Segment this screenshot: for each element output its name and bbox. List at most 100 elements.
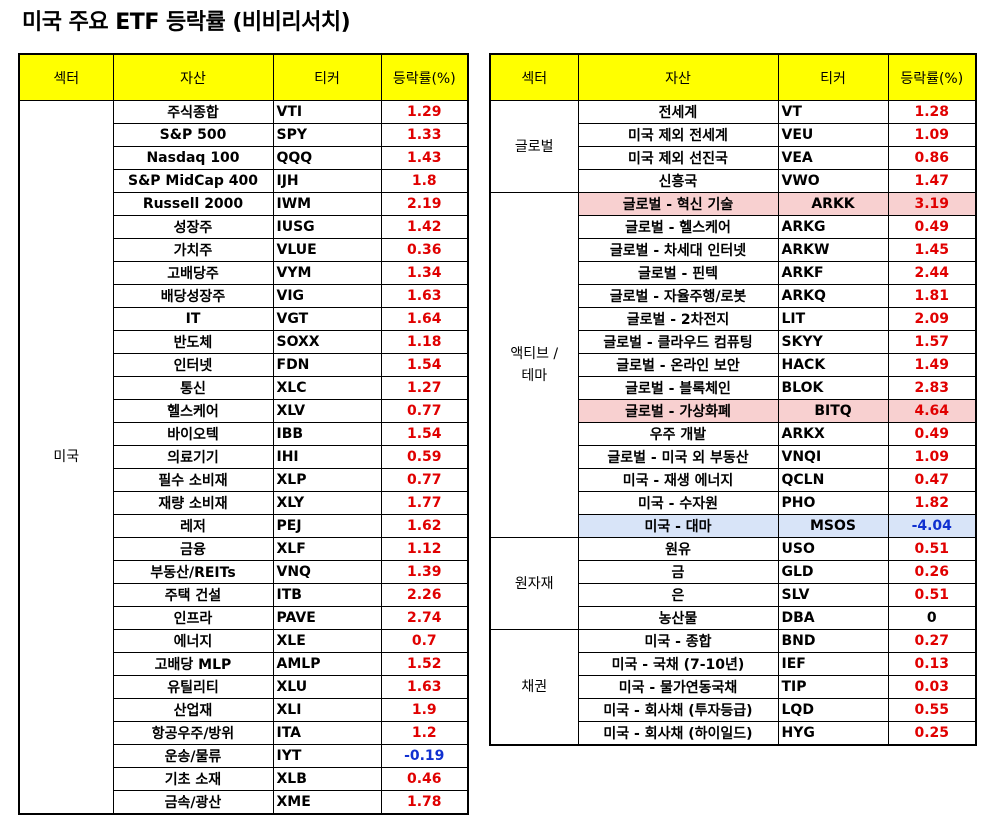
header-sector: 섹터	[489, 53, 579, 101]
change-cell: 0.77	[380, 468, 469, 492]
asset-cell: 우주 개발	[577, 422, 779, 446]
asset-cell: 미국 - 회사채 (투자등급)	[577, 698, 779, 722]
table-row: 인프라 PAVE 2.74	[19, 606, 469, 630]
us-etf-table: 섹터 자산 티커 등락률(%) 미국 주식종합 VTI 1.29 S&P 500 SPY 1…	[18, 53, 469, 815]
change-cell: 0.51	[887, 537, 977, 561]
ticker-cell: IJH	[272, 169, 382, 193]
header-sector: 섹터	[18, 53, 114, 101]
ticker-cell: USO	[777, 537, 889, 561]
ticker-cell: QCLN	[777, 468, 889, 492]
change-cell: 1.09	[887, 123, 977, 147]
ticker-cell: PHO	[777, 491, 889, 515]
table-row: IT VGT 1.64	[19, 307, 469, 331]
sector-cell: 원자재	[489, 537, 579, 630]
table-row: 글로벌 - 자율주행/로봇 ARKQ 1.81	[490, 284, 977, 308]
asset-cell: 고배당 MLP	[112, 652, 274, 676]
asset-cell: 미국 제외 선진국	[577, 146, 779, 170]
change-cell: 1.77	[380, 491, 469, 515]
change-cell: 1.43	[380, 146, 469, 170]
ticker-cell: VTI	[272, 100, 382, 124]
asset-cell: 글로벌 - 2차전지	[577, 307, 779, 331]
asset-cell: 미국 - 재생 에너지	[577, 468, 779, 492]
asset-cell: 글로벌 - 차세대 인터넷	[577, 238, 779, 262]
change-cell: 1.64	[380, 307, 469, 331]
table-row: Russell 2000 IWM 2.19	[19, 192, 469, 216]
change-cell: 2.83	[887, 376, 977, 400]
asset-cell: 글로벌 - 혁신 기술	[577, 192, 779, 216]
ticker-cell: XLP	[272, 468, 382, 492]
ticker-cell: VNQ	[272, 560, 382, 584]
sector-cell: 액티브 / 테마	[489, 192, 579, 538]
change-cell: 0.46	[380, 767, 469, 791]
table-row: 글로벌 - 미국 외 부동산 VNQI 1.09	[490, 445, 977, 469]
ticker-cell: XLV	[272, 399, 382, 423]
asset-cell: 인프라	[112, 606, 274, 630]
change-cell: 0.03	[887, 675, 977, 699]
ticker-cell: VYM	[272, 261, 382, 285]
ticker-cell: FDN	[272, 353, 382, 377]
ticker-cell: XLY	[272, 491, 382, 515]
change-cell: 1.63	[380, 675, 469, 699]
change-cell: -0.19	[380, 744, 469, 768]
change-cell: 1.39	[380, 560, 469, 584]
asset-cell: Nasdaq 100	[112, 146, 274, 170]
ticker-cell: IEF	[777, 652, 889, 676]
ticker-cell: LQD	[777, 698, 889, 722]
asset-cell: 글로벌 - 헬스케어	[577, 215, 779, 239]
asset-cell: 주택 건설	[112, 583, 274, 607]
ticker-cell: VEA	[777, 146, 889, 170]
ticker-cell: SPY	[272, 123, 382, 147]
ticker-cell: MSOS	[777, 514, 889, 538]
change-cell: 3.19	[887, 192, 977, 216]
ticker-cell: XLE	[272, 629, 382, 653]
table-body: 글로벌 전세계 VT 1.28 미국 제외 전세계 VEU 1.09 미국 제외 선진국 VEA…	[489, 100, 977, 746]
change-cell: 1.49	[887, 353, 977, 377]
sector-cell: 미국	[18, 100, 114, 815]
ticker-cell: VEU	[777, 123, 889, 147]
asset-cell: IT	[112, 307, 274, 331]
change-cell: 0	[887, 606, 977, 630]
asset-cell: 원유	[577, 537, 779, 561]
ticker-cell: ARKQ	[777, 284, 889, 308]
change-cell: 2.44	[887, 261, 977, 285]
change-cell: 1.54	[380, 353, 469, 377]
table-row: 미국 제외 선진국 VEA 0.86	[490, 146, 977, 170]
ticker-cell: VLUE	[272, 238, 382, 262]
table-row: S&P 500 SPY 1.33	[19, 123, 469, 147]
asset-cell: 글로벌 - 블록체인	[577, 376, 779, 400]
ticker-cell: IYT	[272, 744, 382, 768]
change-cell: 1.2	[380, 721, 469, 745]
change-cell: 0.27	[887, 629, 977, 653]
change-cell: 0.49	[887, 422, 977, 446]
asset-cell: 통신	[112, 376, 274, 400]
ticker-cell: ARKK	[777, 192, 889, 216]
asset-cell: 금속/광산	[112, 790, 274, 815]
asset-cell: 글로벌 - 온라인 보안	[577, 353, 779, 377]
table-header-row: 섹터 자산 티커 등락률(%)	[18, 53, 469, 101]
change-cell: 1.18	[380, 330, 469, 354]
asset-cell: 유틸리티	[112, 675, 274, 699]
ticker-cell: VT	[777, 100, 889, 124]
change-cell: 0.13	[887, 652, 977, 676]
change-cell: 1.29	[380, 100, 469, 124]
change-cell: 2.74	[380, 606, 469, 630]
change-cell: 2.09	[887, 307, 977, 331]
ticker-cell: PEJ	[272, 514, 382, 538]
ticker-cell: ITA	[272, 721, 382, 745]
table-row: 원자재 원유 USO 0.51	[489, 537, 977, 630]
table-row: S&P MidCap 400 IJH 1.8	[19, 169, 469, 193]
ticker-cell: XLU	[272, 675, 382, 699]
change-cell: 4.64	[887, 399, 977, 423]
change-cell: 1.34	[380, 261, 469, 285]
table-row: 미국 - 회사채 (투자등급) LQD 0.55	[490, 698, 977, 722]
asset-cell: 신흥국	[577, 169, 779, 193]
ticker-cell: IWM	[272, 192, 382, 216]
ticker-cell: XLB	[272, 767, 382, 791]
change-cell: 1.27	[380, 376, 469, 400]
asset-cell: 헬스케어	[112, 399, 274, 423]
header-change: 등락률(%)	[887, 53, 977, 101]
table-row: 미국 주식종합 VTI 1.29	[18, 100, 469, 815]
change-cell: 1.45	[887, 238, 977, 262]
asset-cell: 에너지	[112, 629, 274, 653]
change-cell: 0.26	[887, 560, 977, 584]
